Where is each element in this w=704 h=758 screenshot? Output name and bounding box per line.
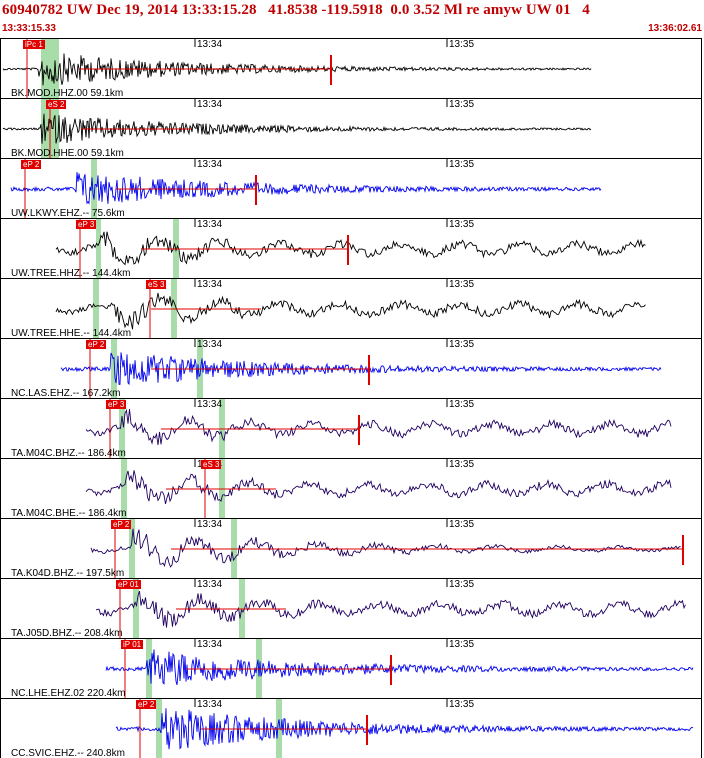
time-tick-label: 13:35 <box>449 639 475 650</box>
waveform-plot <box>2 99 592 158</box>
seismic-trace <box>60 352 662 386</box>
time-tick-label: 13:35 <box>449 699 475 710</box>
station-label: UW.LKWY.EHZ.-- 75.6km <box>11 208 125 218</box>
trace-panel[interactable]: 13:34 13:35 iPc 1 BK.MOD.HHZ.00 59.1km <box>0 38 702 98</box>
start-time-label: 13:33:15.33 <box>2 23 56 34</box>
phase-pick-label[interactable]: iPc 1 <box>23 40 45 49</box>
seismic-trace <box>105 649 694 686</box>
phase-window <box>133 579 139 638</box>
seismic-trace <box>95 590 686 628</box>
phase-pick-label[interactable]: eP 2 <box>21 160 42 169</box>
station-label: TA.M04C.BHZ.-- 186.4km <box>11 448 126 458</box>
phase-window <box>111 339 117 398</box>
phase-window <box>41 39 59 98</box>
waveform-plot <box>85 399 672 458</box>
waveform-plot <box>10 159 602 218</box>
phase-pick-label[interactable]: eP 2 <box>86 340 107 349</box>
waveform-plot <box>55 219 646 278</box>
time-tick-label: 13:34 <box>197 99 223 110</box>
time-tick-label: 13:35 <box>449 219 475 230</box>
time-tick-label: 13:35 <box>449 459 475 470</box>
trace-panel[interactable]: 13:34 13:35 iP 01 NC.LHE.EHZ.02 220.4km <box>0 638 702 698</box>
phase-pick-label[interactable]: eS 2 <box>46 100 67 109</box>
seismic-trace <box>2 53 592 86</box>
waveform-plot <box>105 639 694 698</box>
time-tick-label: 13:34 <box>197 639 223 650</box>
time-tick-label: 13:34 <box>197 399 223 410</box>
station-label: NC.LAS.EHZ.-- 167.2km <box>11 388 121 398</box>
time-tick-label: 13:34 <box>197 39 223 50</box>
seismic-trace <box>115 708 694 750</box>
phase-pick-label[interactable]: eS 3 <box>146 280 167 289</box>
waveform-plot <box>90 519 684 578</box>
phase-window <box>119 399 125 458</box>
time-tick-label: 13:34 <box>197 219 223 230</box>
phase-pick-label[interactable]: iP 01 <box>121 640 144 649</box>
trace-panel[interactable]: 13:34 13:35 eP 01 TA.J05D.BHZ.-- 208.4km <box>0 578 702 638</box>
seismic-trace <box>10 172 602 205</box>
seismic-trace <box>55 292 646 330</box>
trace-panel[interactable]: 13:34 13:35 eP 2 CC.SVIC.EHZ.-- 240.8km <box>0 698 702 758</box>
phase-window <box>91 159 97 218</box>
station-label: TA.M04C.BHE.-- 186.4km <box>11 508 127 518</box>
time-tick-label: 13:35 <box>449 279 475 290</box>
trace-panel[interactable]: 13:34 13:35 eS 3 UW.TREE.HHE.-- 144.4km <box>0 278 702 338</box>
station-label: TA.K04D.BHZ.-- 197.5km <box>11 568 125 578</box>
station-label: TA.J05D.BHZ.-- 208.4km <box>11 628 123 638</box>
waveform-plot <box>60 339 662 398</box>
seismic-trace <box>85 470 672 505</box>
seismic-trace <box>55 231 646 266</box>
end-time-label: 13:36:02.61 <box>648 23 702 34</box>
time-tick-label: 13:35 <box>449 159 475 170</box>
seismic-trace <box>85 408 672 445</box>
phase-window <box>121 459 127 518</box>
waveform-plot <box>115 699 694 758</box>
phase-pick-label[interactable]: eS 3 <box>201 460 222 469</box>
station-label: UW.TREE.HHZ.-- 144.4km <box>11 268 131 278</box>
waveform-plot <box>55 279 646 338</box>
phase-window <box>96 219 101 278</box>
phase-window <box>93 279 99 338</box>
trace-panel[interactable]: 13:34 13:35 eP 2 UW.LKWY.EHZ.-- 75.6km <box>0 158 702 218</box>
phase-pick-label[interactable]: eP 01 <box>116 580 141 589</box>
time-tick-label: 13:35 <box>449 99 475 110</box>
station-label: CC.SVIC.EHZ.-- 240.8km <box>11 748 125 758</box>
phase-pick-label[interactable]: eP 3 <box>76 220 97 229</box>
time-tick-label: 13:35 <box>449 519 475 530</box>
time-tick-label: 13:34 <box>197 699 223 710</box>
seismic-trace <box>90 528 681 568</box>
trace-panel[interactable]: 13:34 13:35 eP 2 NC.LAS.EHZ.-- 167.2km <box>0 338 702 398</box>
time-tick-label: 13:34 <box>197 159 223 170</box>
time-tick-label: 13:34 <box>197 339 223 350</box>
station-label: BK.MOD.HHZ.00 59.1km <box>11 88 124 98</box>
phase-window <box>129 519 135 578</box>
waveform-plot <box>95 579 686 638</box>
station-label: BK.MOD.HHE.00 59.1km <box>11 148 124 158</box>
time-tick-label: 13:35 <box>449 39 475 50</box>
station-label: NC.LHE.EHZ.02 220.4km <box>11 688 126 698</box>
time-tick-label: 13:34 <box>197 519 223 530</box>
trace-panel[interactable]: 13:34 13:35 eP 3 TA.M04C.BHZ.-- 186.4km <box>0 398 702 458</box>
station-label: UW.TREE.HHE.-- 144.4km <box>11 328 132 338</box>
waveform-plot <box>85 459 672 518</box>
waveform-plot <box>2 39 592 98</box>
phase-pick-label[interactable]: eP 2 <box>111 520 132 529</box>
trace-panel[interactable]: 13:34 13:35 eP 3 UW.TREE.HHZ.-- 144.4km <box>0 218 702 278</box>
time-tick-label: 13:35 <box>449 339 475 350</box>
phase-pick-label[interactable]: eP 3 <box>106 400 127 409</box>
time-tick-label: 13:35 <box>449 579 475 590</box>
trace-panel[interactable]: 13:34 13:35 eS 2 BK.MOD.HHE.00 59.1km <box>0 98 702 158</box>
trace-panel[interactable]: 13:34 13:35 eP 2 TA.K04D.BHZ.-- 197.5km <box>0 518 702 578</box>
phase-pick-label[interactable]: eP 2 <box>136 700 157 709</box>
event-title: 60940782 UW Dec 19, 2014 13:33:15.28 41.… <box>2 2 590 18</box>
trace-panels: 13:34 13:35 iPc 1 BK.MOD.HHZ.00 59.1km 13:34… <box>0 38 704 758</box>
time-tick-label: 13:35 <box>449 399 475 410</box>
seismic-trace <box>2 113 592 144</box>
time-tick-label: 13:34 <box>197 279 223 290</box>
event-header: 60940782 UW Dec 19, 2014 13:33:15.28 41.… <box>0 0 704 38</box>
time-tick-label: 13:34 <box>197 579 223 590</box>
